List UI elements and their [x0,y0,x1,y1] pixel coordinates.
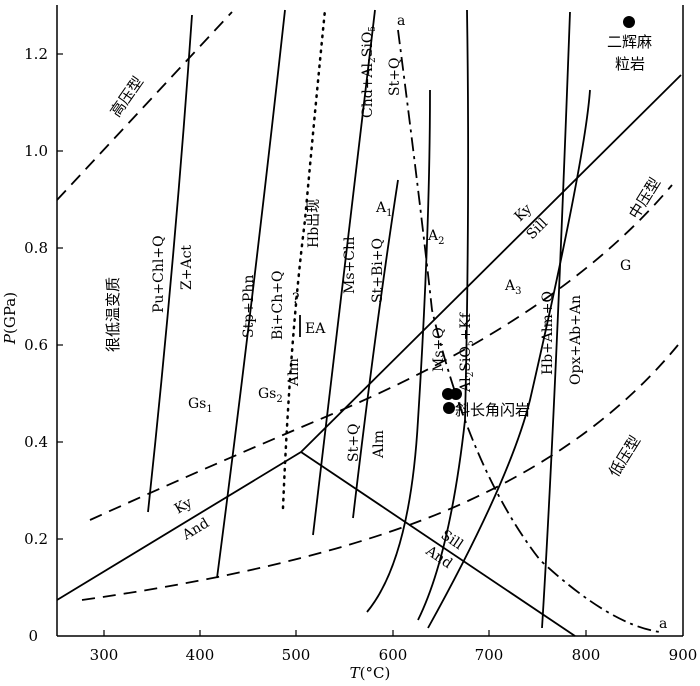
hb-appear-label: Hb出现 [306,199,322,248]
y-tick-0.4: 0.4 [24,433,48,451]
high-pressure-label: 高压型 [107,73,148,120]
opx-reaction-curve [427,89,591,629]
x-tick-900: 900 [669,646,698,664]
ky-sill-line [300,74,682,453]
y-tick-1.0: 1.0 [24,142,48,160]
x-tick-300: 300 [90,646,119,664]
y-tick-0.6: 0.6 [24,336,48,354]
y-axis-title: P(GPa) [1,292,19,345]
ky-upper-label: Ky [512,201,536,225]
x-tick-800: 800 [572,646,601,664]
x-axis-title: T(°C) [350,664,391,681]
x-ticks [103,630,587,636]
x-tick-700: 700 [475,646,504,664]
ky-lower-label: Ky [172,495,195,518]
aluminosilicate-lines [56,74,682,637]
ea-label: EA [305,321,326,337]
st-q-reaction-curve [352,179,399,519]
very-low-grade-label: 很低温变质 [104,277,122,352]
st-bi-q-label: St+Bi+Q [370,238,386,303]
stp-phn-label: Stp+Phn [241,275,257,338]
x-tick-labels: 300 400 500 600 700 800 900 [90,646,698,664]
opx-ab-an-label: Opx+Ab+An [568,295,584,385]
a-bottom-label: a [659,616,667,632]
hb-alm-reaction-curve [541,11,571,629]
z-act-label: Z+Act [179,245,195,290]
question-mark-label: ? [292,291,300,307]
reaction-curves [147,9,591,629]
a-a-dashdot-line [397,29,661,633]
a2-label: A2 [427,228,445,247]
ms-chl-label: Ms+Chl [342,236,358,294]
x-tick-500: 500 [282,646,311,664]
amphibolite-sample-point-3 [443,402,455,414]
y-tick-0: 0 [28,627,38,645]
facies-series-boundaries [56,11,679,601]
low-pressure-boundary [81,344,679,601]
st-q-top-label: St+Q [387,58,403,96]
a1-label: A1 [375,200,393,219]
granulite-label-line2: 粒岩 [615,55,645,73]
and-lower-label: And [179,515,212,544]
alm-ea-label: Alm [286,358,302,387]
gs2-label: Gs2 [258,386,283,405]
ms-chl-reaction-curve [312,9,376,536]
y-ticks [57,53,63,540]
st-q-lower-label: St+Q [346,424,362,462]
x-tick-400: 400 [186,646,215,664]
a-top-label: a [397,13,405,29]
hb-alm-q-label: Hb+Alm+Q [540,291,556,375]
g-label: G [620,258,631,274]
pu-chl-reaction-curve [147,14,193,513]
x-tick-600: 600 [379,646,408,664]
ms-q-reaction-curve [366,89,431,613]
plot-frame [56,5,684,637]
gs1-label: Gs1 [188,396,213,415]
high-pressure-boundary [56,11,233,201]
sill-and-line [300,451,576,637]
low-pressure-label: 低压型 [605,432,644,480]
reaction-labels: Pu+Chl+Q Z+Act Stp+Phn Bi+Ch+Q Alm Ms+Ch… [151,13,667,632]
granulite-sample-point [623,16,635,28]
y-tick-labels: 0 0.2 0.4 0.6 0.8 1.0 1.2 [24,45,48,645]
sample-labels: 二辉麻 粒岩 斜长角闪岩 [455,33,652,419]
amphibolite-sample-point-2 [450,388,462,400]
pu-chl-q-label: Pu+Chl+Q [151,235,167,313]
alm-lower-label: Alm [371,430,387,459]
bi-ch-q-label: Bi+Ch+Q [270,271,286,340]
a3-label: A3 [504,278,522,297]
amphibolite-label: 斜长角闪岩 [455,401,530,419]
granulite-label-line1: 二辉麻 [607,33,652,51]
ky-and-line [56,451,302,601]
y-tick-0.2: 0.2 [24,530,48,548]
al2sio5-kf-reaction-curve [417,9,470,621]
medium-pressure-label: 中压型 [625,174,664,222]
sample-points [442,16,635,414]
chd-al2sio5-label: Chd+Al2SiO5 [360,26,378,118]
ms-q-label: Ms+Q [431,327,447,372]
al2sio5-kf-label: Al2SiO5+Kf [458,311,476,393]
y-tick-0.8: 0.8 [24,239,48,257]
y-tick-1.2: 1.2 [24,45,48,63]
stp-phn-reaction-curve [216,9,286,579]
medium-pressure-lower-boundary [89,184,673,521]
